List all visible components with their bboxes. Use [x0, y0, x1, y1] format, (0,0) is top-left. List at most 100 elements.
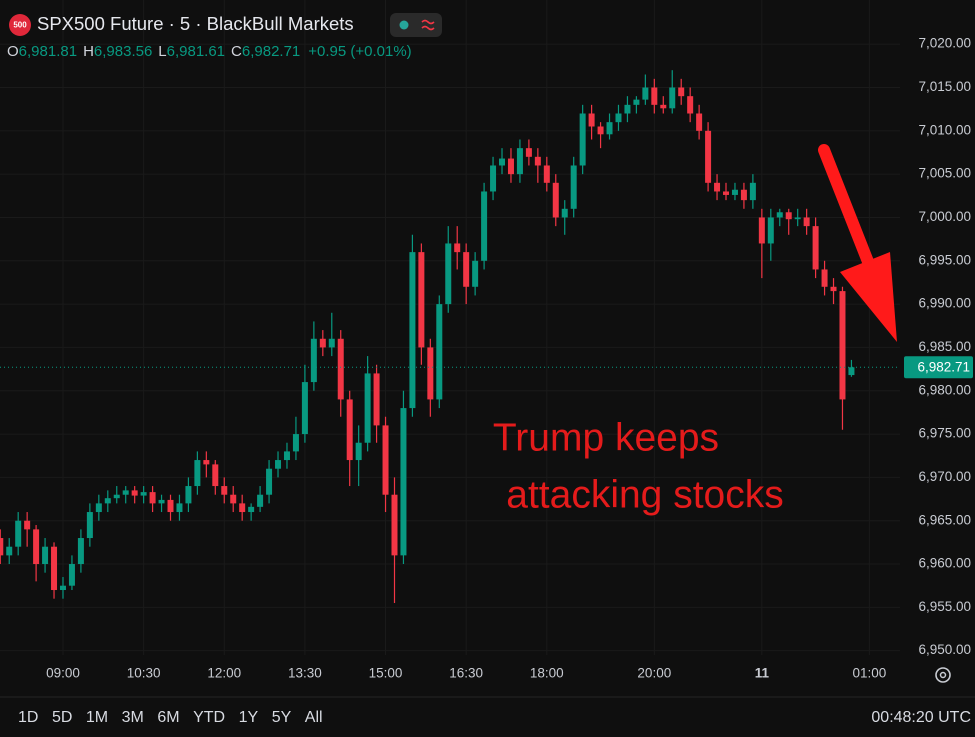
symbol-badge: [9, 14, 31, 36]
candle-body: [785, 212, 792, 220]
candle-body: [212, 464, 219, 487]
ohlc-change: +0.95 (+0.01%): [308, 43, 411, 60]
x-tick-label: 18:00: [530, 666, 564, 681]
grid: [0, 0, 900, 655]
annotation: Trump keeps: [493, 416, 719, 459]
candle-body: [687, 96, 694, 114]
y-tick-label: 6,980.00: [918, 382, 971, 397]
y-tick-label: 6,985.00: [918, 339, 971, 354]
candle-body: [436, 304, 443, 400]
range-button[interactable]: 5Y: [272, 709, 292, 726]
candle-body: [292, 434, 299, 452]
clock: 00:48:20 UTC: [871, 709, 971, 726]
candle-body: [275, 460, 282, 469]
y-tick-label: 6,975.00: [918, 426, 971, 441]
candle-body: [606, 122, 613, 135]
ohlc-value: 6,981.81: [19, 43, 77, 60]
y-tick-label: 6,965.00: [918, 512, 971, 527]
y-tick-label: 7,020.00: [918, 36, 971, 51]
x-tick-label: 12:00: [207, 666, 241, 681]
settings-icon[interactable]: [935, 667, 951, 683]
annotation: attacking stocks: [506, 473, 783, 516]
y-tick-label: 7,000.00: [918, 209, 971, 224]
candle-body: [301, 382, 308, 435]
last-price-tag: [904, 356, 973, 379]
range-button[interactable]: 5D: [52, 709, 72, 726]
range-button[interactable]: All: [305, 709, 323, 726]
candle-body: [400, 408, 407, 556]
candle-body: [33, 529, 40, 565]
annotation-arrow: [818, 144, 882, 288]
x-tick-label: 15:00: [369, 666, 403, 681]
range-button[interactable]: 1D: [18, 709, 38, 726]
ohlc-key: L: [158, 43, 166, 60]
x-tick-label: 01:00: [852, 666, 886, 681]
x-tick-label: 16:30: [449, 666, 483, 681]
range-button[interactable]: 3M: [122, 709, 144, 726]
delay-icon: [421, 19, 435, 31]
candle-body: [176, 503, 183, 513]
candle-body: [68, 564, 75, 586]
range-button[interactable]: YTD: [193, 709, 225, 726]
candle-body: [696, 113, 703, 131]
ohlc-key: C: [231, 43, 242, 60]
status-pill[interactable]: [390, 13, 442, 37]
candle-body: [758, 217, 765, 244]
y-axis: 6,950.00 6,955.00 6,960.00 6,965.00 6,970.00…: [904, 36, 973, 657]
candle-body: [525, 148, 532, 157]
last-price-label: 6,982.71: [917, 359, 970, 374]
candle-body: [337, 338, 344, 400]
candle-body: [731, 189, 738, 195]
x-tick-label: 10:30: [127, 666, 161, 681]
candle-body: [481, 191, 488, 261]
candle-body: [561, 208, 568, 218]
ohlc-key: H: [83, 43, 94, 60]
candle-body: [391, 494, 398, 556]
candle-body: [830, 286, 837, 292]
y-tick-label: 6,970.00: [918, 469, 971, 484]
candle-body: [24, 520, 31, 530]
y-tick-label: 7,005.00: [918, 166, 971, 181]
candle-body: [427, 347, 434, 400]
candle-body: [239, 503, 246, 513]
candle-body: [552, 182, 559, 218]
x-tick-label: 20:00: [637, 666, 671, 681]
candle-body: [472, 260, 479, 287]
candle-body: [409, 252, 416, 409]
candle-body: [660, 104, 667, 109]
ohlc-value: 6,982.71: [242, 43, 300, 60]
range-button[interactable]: 1Y: [239, 709, 259, 726]
candles: [0, 70, 900, 604]
candle-body: [185, 486, 192, 504]
candle-body: [221, 486, 228, 495]
range-button[interactable]: 1M: [86, 709, 108, 726]
candle-body: [122, 490, 129, 495]
settings-ring: [935, 667, 951, 683]
candle-body: [839, 291, 846, 400]
settings-core: [939, 671, 947, 679]
candle-body: [794, 217, 801, 220]
x-tick-label: 11: [755, 666, 770, 681]
candle-body: [803, 217, 810, 227]
candle-body: [373, 373, 380, 426]
candle-body: [723, 191, 730, 195]
candle-body: [445, 243, 452, 305]
candle-body: [194, 460, 201, 487]
candle-body: [615, 113, 622, 123]
candle-body: [821, 269, 828, 287]
candle-body: [203, 460, 210, 465]
range-button[interactable]: 6M: [157, 709, 179, 726]
candle-body: [812, 226, 819, 270]
y-tick-label: 7,010.00: [918, 122, 971, 137]
candle-body: [642, 87, 649, 100]
candle-body: [86, 512, 93, 539]
chart-title: SPX500 Future · 5 · BlackBull Markets: [37, 13, 354, 34]
candle-body: [714, 182, 721, 192]
candle-body: [382, 425, 389, 495]
x-axis: 09:00 10:30 12:00 13:30 15:00 16:30 18:00 20:00…: [46, 666, 886, 681]
candle-body: [15, 520, 22, 547]
candle-body: [490, 165, 497, 192]
